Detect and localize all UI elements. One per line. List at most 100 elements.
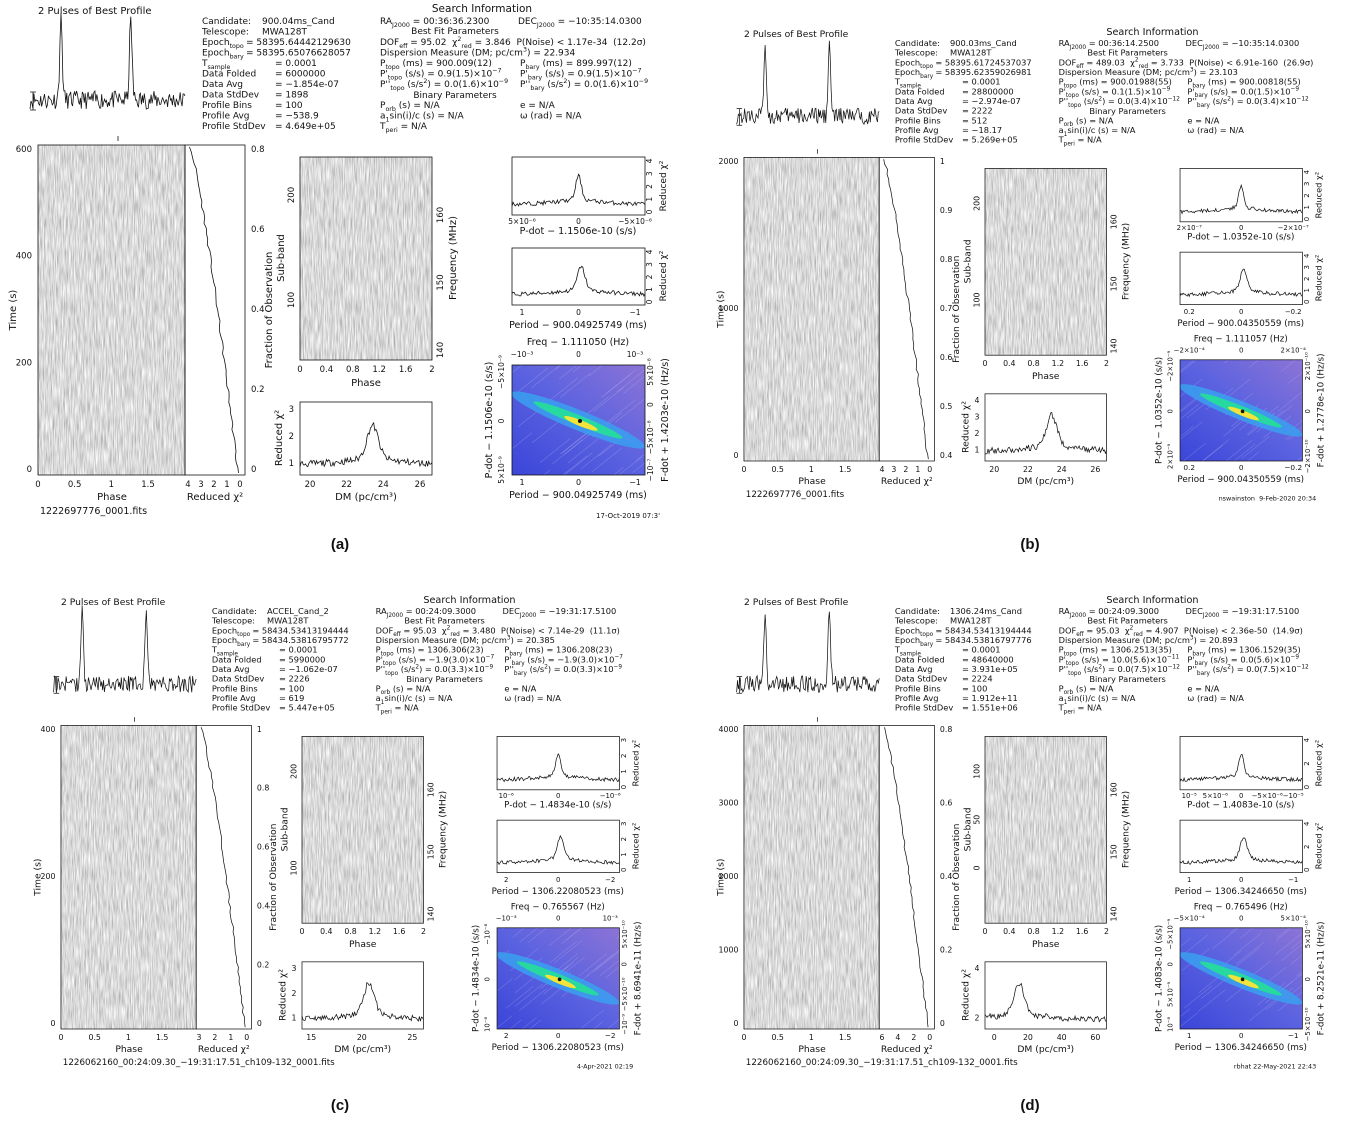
text-run: topo	[237, 632, 250, 638]
map-streak	[555, 365, 562, 370]
info-value: = 58395.64442129630	[246, 38, 351, 48]
text-run: P'	[1187, 654, 1194, 664]
info-line: P'bary (s/s) = 0.9(1.5)×10−7	[520, 68, 642, 82]
axis-label: Frequency (MHz)	[1121, 223, 1132, 300]
axis-label: Reduced χ²	[1314, 172, 1324, 219]
tick-label: 400	[16, 252, 32, 262]
tick-label: 200	[972, 196, 981, 211]
tick-label: 140	[436, 342, 446, 358]
text-run: 2	[415, 664, 419, 670]
text-run: bary	[509, 651, 523, 657]
text-run: (s/s) = 0.9(1.5)×10	[542, 70, 632, 80]
tick-label: 2	[504, 1031, 509, 1040]
plot-frame	[299, 401, 433, 476]
prepfold-panel: 2 Pulses of Best Profile Candidate: 1306.2…	[716, 595, 1327, 1071]
text-run: P''	[520, 80, 530, 90]
info-value: = −1.854e-07	[275, 80, 339, 90]
axis-label: DM (pc/cm³)	[334, 1044, 391, 1055]
plot-frame	[1179, 819, 1303, 873]
text-run: Data StdDev	[202, 91, 260, 101]
tick-label: 1	[1187, 1031, 1192, 1040]
tick-label: 0.8	[1027, 927, 1039, 936]
tick-label: 0	[1239, 463, 1244, 472]
text-run: (ms) = 1306.306(23)	[394, 645, 484, 655]
timestamp: rbhat 22-May-2021 22:43	[1234, 1063, 1316, 1071]
tick-label: 2	[504, 876, 508, 884]
tick-label: 0.8	[344, 927, 356, 936]
tick-label: 1	[645, 197, 654, 202]
tick-label: 1	[915, 465, 920, 474]
section-title: Search Information	[432, 3, 532, 15]
info-value: = 58434.53413194444	[252, 625, 348, 635]
info-line: Tperi = N/A	[379, 122, 428, 134]
axis-label: Reduced χ²	[631, 740, 641, 787]
text-run: ) = 0.0(1.6)×10	[427, 80, 499, 90]
map-streak	[588, 365, 604, 377]
map-streak	[613, 467, 624, 475]
info-line: Profile Avg	[212, 693, 256, 703]
text-run: (s/s	[1210, 664, 1227, 674]
map-streak	[552, 439, 583, 465]
text-run: Data Avg	[212, 664, 250, 674]
info-line: Ptopo (ms) = 1306.2513(35)	[1059, 645, 1172, 658]
map-streak	[1184, 985, 1213, 1009]
text-run: a	[380, 112, 386, 122]
info-line: Ptopo (ms) = 900.009(12)	[380, 59, 492, 71]
text-run: (s) = N/A	[390, 683, 431, 693]
text-run: = 00:36:14.2500	[1086, 38, 1159, 48]
text-run: (s/s) = −1.9(3.0)×10	[396, 654, 486, 664]
info-line: Telescope:	[211, 616, 255, 626]
map-streak	[509, 1019, 522, 1030]
info-line: P''bary (s/s2) = 0.0(3.3)×10−9	[504, 664, 622, 677]
chi-vs-time	[884, 727, 929, 1028]
text-run: P	[1059, 77, 1064, 87]
tick-label: 0	[1303, 217, 1311, 221]
text-run: eff	[393, 632, 402, 638]
tick-label: 0	[1239, 792, 1243, 800]
plot-frame	[184, 144, 246, 476]
tick-label: 10⁻⁸	[484, 1017, 492, 1032]
plot-frame	[496, 819, 620, 873]
map-streak	[543, 469, 551, 475]
tick-label: 24	[378, 480, 389, 490]
tick-label: 10⁻⁶	[499, 792, 514, 800]
text-run: −11	[1167, 655, 1180, 661]
text-run: Data Folded	[202, 70, 256, 80]
axis-label: Period − 900.04350559 (ms)	[1177, 319, 1304, 329]
info-line: P''topo (s/s2) = 0.0(3.4)×10−12	[1059, 96, 1181, 109]
text-run: a	[1059, 693, 1064, 703]
axis-label: Reduced χ²	[187, 492, 243, 503]
info-line: Pbary (ms) = 899.997(12)	[520, 59, 632, 71]
text-run: 1	[386, 117, 390, 124]
tick-label: 2	[974, 429, 979, 438]
time-phase-image	[743, 157, 880, 461]
text-run: eff	[399, 43, 408, 50]
text-run: Data Folded	[895, 654, 945, 664]
tick-label: 3	[620, 738, 628, 742]
ppdot-map	[1180, 927, 1303, 1029]
tick-label: 160	[1110, 214, 1119, 229]
tick-label: −0.2	[1284, 463, 1302, 472]
text-run: peri	[1064, 709, 1076, 715]
text-run: topo	[1064, 83, 1077, 89]
pulse-profile	[736, 611, 880, 694]
tick-label: 4	[1303, 738, 1311, 742]
text-run: −7	[486, 655, 495, 661]
text-run: sample	[900, 83, 921, 89]
info-value: = 58395.62359026981	[935, 67, 1031, 77]
text-run: (s/s	[1081, 664, 1098, 674]
info-line: Tperi = N/A	[1058, 135, 1102, 148]
text-run: Telescope:	[894, 616, 938, 626]
text-run: bary	[1197, 671, 1211, 677]
axis-label: Reduced χ²	[659, 160, 669, 211]
text-run: Candidate:	[895, 606, 940, 616]
text-run: −9	[1291, 655, 1300, 661]
tick-label: 5×10⁻⁹	[1167, 981, 1175, 1007]
tick-label: 0	[992, 1033, 997, 1042]
tick-label: 0	[983, 359, 988, 368]
text-run: Epoch	[202, 38, 230, 48]
info-value: = 5.447e+05	[279, 703, 335, 713]
text-run: = N/A	[398, 122, 428, 132]
tick-label: 1	[1303, 205, 1311, 209]
info-line: Data Avg	[895, 664, 933, 674]
